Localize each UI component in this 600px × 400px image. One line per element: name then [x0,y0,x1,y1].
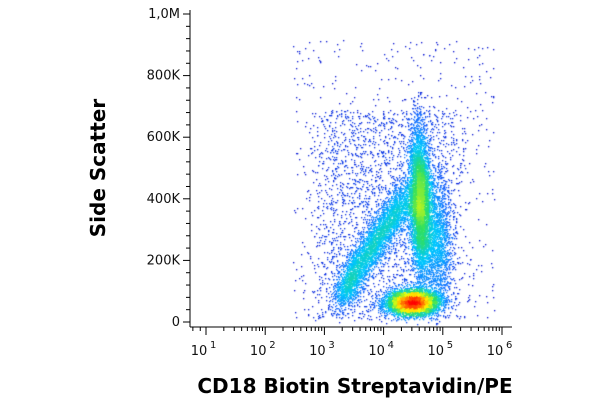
x-axis-ticks: 10 1 10 2 10 3 10 4 10 5 10 6 [191,327,512,359]
x-tick-label: 10 [487,344,504,359]
x-tick-label: 10 [368,344,385,359]
x-tick-exponent: 4 [388,340,394,351]
y-axis-title: Side Scatter [86,99,110,238]
y-tick-label: 800K [147,69,181,84]
x-tick-exponent: 1 [210,340,216,351]
x-tick-label: 10 [309,344,326,359]
y-axis-ticks: 0 200K 400K 600K 800K 1,0M [147,7,190,330]
x-tick-label: 10 [191,344,208,359]
y-tick-label: 200K [147,253,181,268]
x-axis-title: CD18 Biotin Streptavidin/PE [197,374,512,398]
y-tick-label: 400K [147,192,181,207]
x-tick-exponent: 3 [328,340,334,351]
y-tick-label: 0 [172,315,180,330]
x-tick-exponent: 5 [447,340,453,351]
y-tick-label: 600K [147,130,181,145]
x-tick-label: 10 [250,344,267,359]
y-tick-label: 1,0M [148,7,180,22]
x-tick-label: 10 [428,344,445,359]
x-tick-exponent: 6 [506,340,512,351]
x-tick-exponent: 2 [269,340,275,351]
